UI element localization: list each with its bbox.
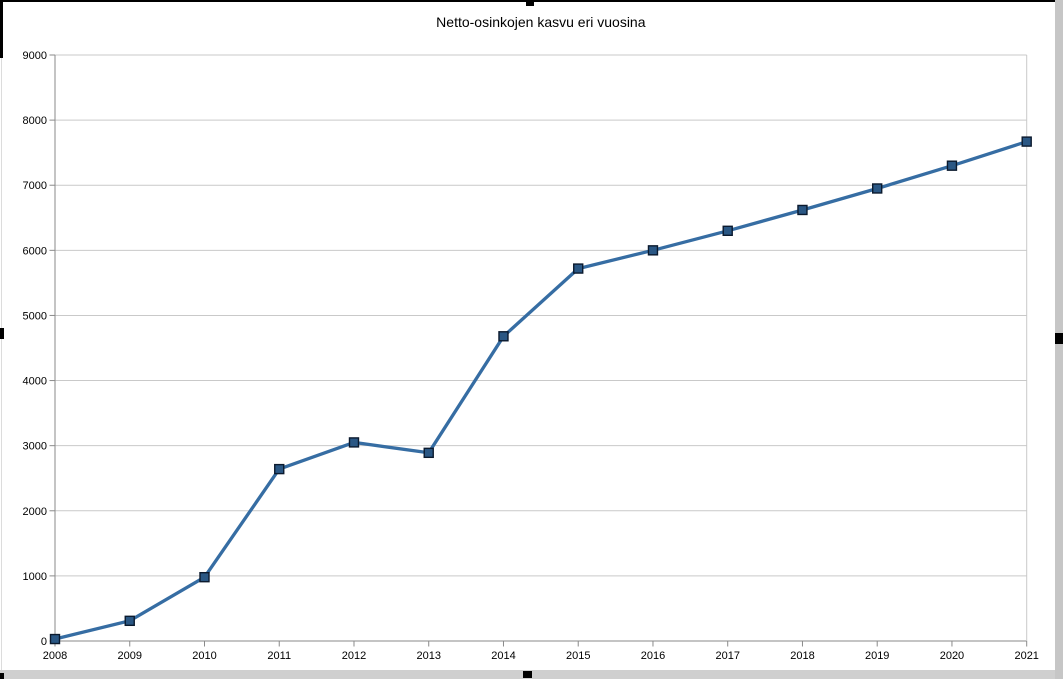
data-point-marker[interactable] xyxy=(872,183,883,194)
x-axis-label: 2013 xyxy=(416,650,440,662)
y-axis-label: 5000 xyxy=(23,310,47,322)
x-axis-label: 2015 xyxy=(566,650,590,662)
data-point-marker[interactable] xyxy=(573,263,584,274)
data-point-marker[interactable] xyxy=(274,463,285,475)
data-point-marker[interactable] xyxy=(199,571,210,583)
data-point-marker[interactable] xyxy=(498,331,509,342)
window-edge-line xyxy=(1,58,2,670)
x-axis-label: 2012 xyxy=(342,650,366,662)
y-axis-label: 7000 xyxy=(23,180,47,192)
x-axis-label: 2021 xyxy=(1014,650,1038,662)
data-point-marker[interactable] xyxy=(124,615,135,627)
x-axis-label: 2014 xyxy=(491,650,515,662)
y-axis-label: 4000 xyxy=(23,376,47,388)
x-axis-label: 2017 xyxy=(715,650,739,662)
y-axis-label: 6000 xyxy=(23,245,47,257)
x-axis-label: 2016 xyxy=(641,650,665,662)
data-point-marker[interactable] xyxy=(647,245,659,256)
data-point-marker[interactable] xyxy=(348,437,360,448)
x-axis-label: 2008 xyxy=(43,650,67,662)
selection-handle-left[interactable] xyxy=(0,328,4,339)
selection-handle-bottom-left[interactable] xyxy=(0,673,4,679)
x-axis-label: 2011 xyxy=(267,650,291,662)
data-point-marker[interactable] xyxy=(1021,136,1032,147)
chart-title: Netto-osinkojen kasvu eri vuosina xyxy=(436,14,646,30)
x-axis-label: 2009 xyxy=(118,650,142,662)
x-axis-label: 2010 xyxy=(192,650,216,662)
y-axis-label: 2000 xyxy=(23,506,47,518)
window-top-left-bar xyxy=(0,0,3,58)
x-axis-label: 2018 xyxy=(790,650,814,662)
data-point-marker[interactable] xyxy=(423,447,434,459)
selection-handle-top[interactable] xyxy=(526,0,534,6)
x-axis-label: 2020 xyxy=(940,650,964,662)
y-axis-label: 3000 xyxy=(23,441,47,453)
selection-handle-right[interactable] xyxy=(1055,333,1063,344)
data-point-marker[interactable] xyxy=(49,633,61,645)
x-axis-label: 2019 xyxy=(865,650,889,662)
y-axis-label: 1000 xyxy=(23,571,47,583)
y-axis-label: 8000 xyxy=(23,115,47,127)
data-point-marker[interactable] xyxy=(946,160,958,171)
y-axis-label: 0 xyxy=(41,636,47,648)
y-axis-label: 9000 xyxy=(23,50,47,62)
data-point-marker[interactable] xyxy=(797,204,808,216)
data-point-marker[interactable] xyxy=(722,225,733,237)
selection-handle-bottom[interactable] xyxy=(523,671,532,678)
series-line xyxy=(53,139,1029,641)
